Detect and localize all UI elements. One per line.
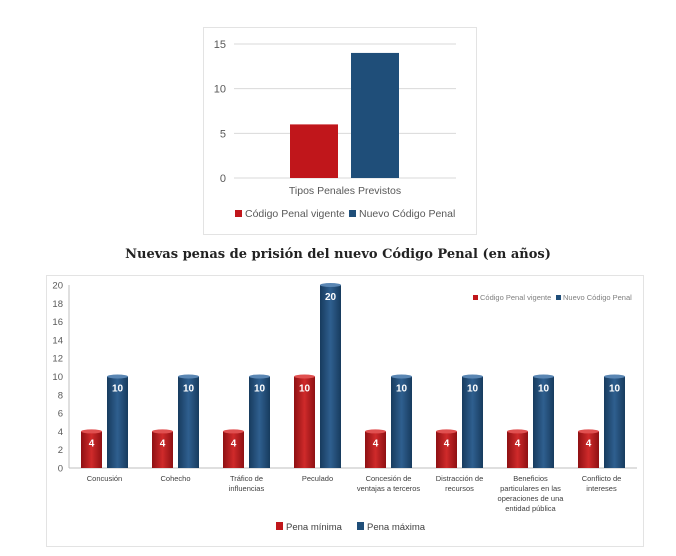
y-tick-label: 18 — [52, 299, 63, 310]
legend-label: Pena mínima — [286, 522, 343, 533]
x-tick-label: Peculado — [302, 474, 333, 483]
y-tick-label: 0 — [58, 464, 63, 475]
bar-pena-minima — [81, 431, 102, 468]
legend-label: Código Penal vigente — [245, 208, 345, 220]
x-tick-label: Concusión — [87, 474, 122, 483]
legend-swatch — [349, 210, 356, 217]
inner-legend-swatch — [556, 295, 561, 300]
inner-legend-label: Nuevo Código Penal — [563, 293, 632, 302]
bar-pena-maxima — [107, 376, 128, 468]
y-tick-label: 20 — [52, 281, 63, 292]
data-label: 10 — [112, 384, 124, 395]
y-tick-label: 5 — [220, 128, 226, 140]
bar-top-cap — [462, 374, 483, 379]
data-label: 10 — [609, 384, 621, 395]
data-label: 10 — [299, 384, 311, 395]
x-tick-label: Distracción de — [436, 474, 484, 483]
bar-vigente — [290, 124, 338, 178]
x-tick-label: Conflicto de — [582, 474, 622, 483]
y-tick-label: 10 — [52, 372, 63, 383]
y-tick-label: 2 — [58, 445, 63, 456]
chart-penas-prision-svg: 0 2 4 6 8 10 12 14 16 18 20 4 10 Concusión 4 10 Cohecho 4… — [52, 281, 637, 533]
bar-pena-minima — [223, 431, 244, 468]
data-label: 10 — [183, 384, 195, 395]
data-label: 10 — [538, 384, 550, 395]
bar-pena-maxima — [391, 376, 412, 468]
x-tick-label: Tráfico de — [230, 474, 263, 483]
y-tick-label: 14 — [52, 335, 63, 346]
x-tick-label: intereses — [586, 484, 617, 493]
bar-top-cap — [320, 283, 341, 287]
bar-top-cap — [604, 374, 625, 379]
bar-top-cap — [436, 429, 457, 434]
data-label: 4 — [160, 438, 166, 449]
x-tick-label: Cohecho — [160, 474, 190, 483]
bar-top-cap — [578, 429, 599, 434]
y-tick-label: 0 — [220, 173, 226, 185]
bar-nuevo — [351, 52, 399, 178]
bar-pena-maxima — [320, 285, 341, 468]
x-tick-label: recursos — [445, 484, 474, 493]
bar-top-cap — [81, 429, 102, 434]
x-tick-label: operaciones de una — [498, 494, 565, 503]
data-label: 10 — [254, 384, 266, 395]
x-tick-label: particulares en las — [500, 484, 561, 493]
bar-pena-maxima — [533, 376, 554, 468]
bar-top-cap — [249, 374, 270, 379]
bar-top-cap — [294, 374, 315, 379]
bar-pena-maxima — [178, 376, 199, 468]
y-tick-label: 16 — [52, 317, 63, 328]
legend-label: Nuevo Código Penal — [359, 208, 455, 220]
x-tick-label: Beneficios — [513, 474, 548, 483]
bar-pena-maxima — [462, 376, 483, 468]
x-tick-label: Concesión de — [366, 474, 412, 483]
legend-swatch — [276, 522, 283, 530]
data-label: 4 — [89, 438, 95, 449]
y-tick-label: 8 — [58, 390, 63, 401]
legend-swatch — [357, 522, 364, 530]
x-tick-label: entidad pública — [505, 504, 556, 513]
chart-penas-title: Nuevas penas de prisión del nuevo Código… — [125, 247, 551, 262]
chart-tipos-penales: 0 5 10 15 Tipos Penales Previstos Código Pena… — [203, 27, 477, 235]
x-tick-label: ventajas a terceros — [357, 484, 421, 493]
data-label: 10 — [396, 384, 408, 395]
data-label: 4 — [586, 438, 592, 449]
bar-top-cap — [533, 374, 554, 379]
bar-top-cap — [178, 374, 199, 379]
chart-tipos-penales-svg: 0 5 10 15 Tipos Penales Previstos Código Pena… — [214, 39, 456, 220]
data-label: 10 — [467, 384, 479, 395]
bar-top-cap — [365, 429, 386, 434]
bar-pena-maxima — [249, 376, 270, 468]
y-tick-label: 10 — [214, 84, 226, 96]
bar-pena-minima — [365, 431, 386, 468]
data-label: 4 — [444, 438, 450, 449]
inner-legend-label: Código Penal vigente — [480, 293, 551, 302]
legend-swatch — [235, 210, 242, 217]
data-label: 20 — [325, 292, 337, 303]
bar-pena-minima — [507, 431, 528, 468]
bar-pena-maxima — [604, 376, 625, 468]
y-tick-label: 12 — [52, 354, 63, 365]
data-label: 4 — [373, 438, 379, 449]
inner-legend-swatch — [473, 295, 478, 300]
y-tick-label: 4 — [58, 427, 63, 438]
bar-top-cap — [223, 429, 244, 434]
x-tick-label: Tipos Penales Previstos — [289, 185, 401, 197]
bar-top-cap — [107, 374, 128, 379]
data-label: 4 — [515, 438, 521, 449]
bar-top-cap — [507, 429, 528, 434]
bar-pena-minima — [578, 431, 599, 468]
bar-pena-minima — [294, 376, 315, 468]
chart-penas-prision: 0 2 4 6 8 10 12 14 16 18 20 4 10 Concusión 4 10 Cohecho 4… — [46, 275, 644, 547]
bar-pena-minima — [152, 431, 173, 468]
data-label: 4 — [231, 438, 237, 449]
bar-top-cap — [152, 429, 173, 434]
x-tick-label: influencias — [229, 484, 265, 493]
y-tick-label: 15 — [214, 39, 226, 51]
bar-top-cap — [391, 374, 412, 379]
y-tick-label: 6 — [58, 409, 63, 420]
bar-pena-minima — [436, 431, 457, 468]
legend-label: Pena máxima — [367, 522, 426, 533]
